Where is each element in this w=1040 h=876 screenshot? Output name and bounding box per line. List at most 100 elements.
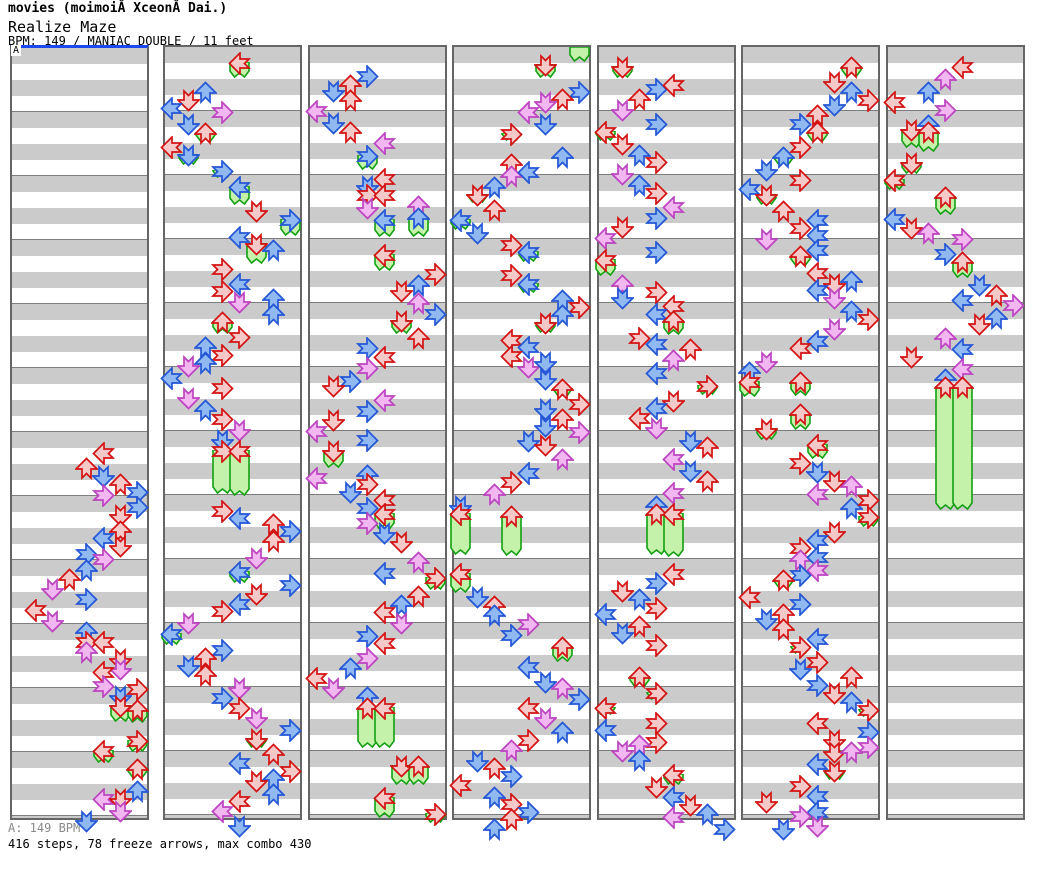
- arrow-blue-r-icon: [356, 65, 379, 88]
- arrow-pink-l-icon: [373, 132, 396, 155]
- arrow-pink-d-icon: [41, 610, 64, 633]
- arrow-pink-u-icon: [407, 292, 430, 315]
- arrow-red-r-icon: [645, 182, 668, 205]
- arrow-blue-l-icon: [806, 330, 829, 353]
- arrow-blue-u-icon: [551, 146, 574, 169]
- arrow-blue-u-icon: [628, 174, 651, 197]
- arrow-red-u-icon: [951, 251, 974, 274]
- arrow-blue-d-icon: [177, 144, 200, 167]
- arrow-pink-d-icon: [41, 578, 64, 601]
- arrow-red-r-icon: [628, 327, 651, 350]
- arrow-red-r-icon: [696, 375, 719, 398]
- arrow-pink-l-icon: [662, 196, 685, 219]
- arrow-pink-d-icon: [228, 419, 251, 442]
- arrow-red-d-icon: [322, 440, 345, 463]
- arrow-red-r-icon: [500, 471, 523, 494]
- arrow-red-l-icon: [305, 667, 328, 690]
- arrow-red-d-icon: [390, 280, 413, 303]
- arrow-blue-u-icon: [840, 81, 863, 104]
- arrow-red-r-icon: [424, 803, 447, 826]
- arrow-blue-l-icon: [738, 178, 761, 201]
- arrow-blue-d-icon: [373, 522, 396, 545]
- arrow-blue-u-icon: [262, 303, 285, 326]
- arrow-blue-l-icon: [951, 289, 974, 312]
- arrow-blue-r-icon: [339, 370, 362, 393]
- arrow-red-d-icon: [177, 89, 200, 112]
- arrow-pink-u-icon: [662, 349, 685, 372]
- arrow-blue-u-icon: [407, 274, 430, 297]
- arrow-red-u-icon: [551, 88, 574, 111]
- song-artist-title: movies (moimoiĂ XceonĂ Dai.): [8, 1, 228, 16]
- arrow-red-r-icon: [857, 506, 880, 529]
- arrow-blue-u-icon: [628, 749, 651, 772]
- arrow-red-d-icon: [109, 535, 132, 558]
- arrow-red-l-icon: [789, 337, 812, 360]
- arrow-blue-l-icon: [228, 273, 251, 296]
- arrow-blue-d-icon: [92, 465, 115, 488]
- arrow-red-r-icon: [211, 258, 234, 281]
- arrow-red-l-icon: [228, 790, 251, 813]
- arrow-red-u-icon: [58, 568, 81, 591]
- arrow-red-u-icon: [126, 699, 149, 722]
- arrow-blue-u-icon: [194, 399, 217, 422]
- arrow-red-l-icon: [951, 56, 974, 79]
- arrow-red-r-icon: [500, 264, 523, 287]
- arrow-blue-u-icon: [339, 657, 362, 680]
- arrow-pink-d-icon: [177, 612, 200, 635]
- arrow-blue-r-icon: [806, 674, 829, 697]
- arrow-blue-d-icon: [177, 655, 200, 678]
- arrow-red-u-icon: [628, 615, 651, 638]
- arrow-red-r-icon: [789, 217, 812, 240]
- arrow-red-d-icon: [245, 770, 268, 793]
- arrow-blue-r-icon: [424, 303, 447, 326]
- arrow-blue-r-icon: [568, 688, 591, 711]
- arrow-red-d-icon: [245, 728, 268, 751]
- arrow-pink-r-icon: [92, 675, 115, 698]
- arrow-blue-u-icon: [551, 304, 574, 327]
- arrow-blue-l-icon: [883, 208, 906, 231]
- arrow-red-u-icon: [772, 569, 795, 592]
- arrow-blue-u-icon: [840, 497, 863, 520]
- arrow-blue-d-icon: [534, 113, 557, 136]
- arrow-red-u-icon: [75, 457, 98, 480]
- arrow-blue-u-icon: [917, 81, 940, 104]
- arrow-red-l-icon: [806, 434, 829, 457]
- arrow-red-u-icon: [934, 186, 957, 209]
- arrow-red-l-icon: [373, 601, 396, 624]
- arrow-red-d-icon: [466, 184, 489, 207]
- arrow-red-l-icon: [373, 184, 396, 207]
- arrow-pink-d-icon: [245, 547, 268, 570]
- arrow-red-l-icon: [24, 599, 47, 622]
- arrow-pink-l-icon: [211, 800, 234, 823]
- arrow-red-u-icon: [339, 121, 362, 144]
- arrow-blue-u-icon: [126, 780, 149, 803]
- arrow-red-d-icon: [900, 217, 923, 240]
- arrow-blue-d-icon: [466, 222, 489, 245]
- arrow-red-u-icon: [262, 530, 285, 553]
- arrow-pink-r-icon: [92, 548, 115, 571]
- arrow-pink-r-icon: [517, 613, 540, 636]
- arrow-blue-d-icon: [322, 112, 345, 135]
- arrow-blue-d-icon: [75, 810, 98, 833]
- arrow-blue-r-icon: [645, 113, 668, 136]
- arrow-blue-d-icon: [534, 398, 557, 421]
- arrow-blue-d-icon: [466, 586, 489, 609]
- section-bpm-legend: A: 149 BPM: [8, 821, 81, 835]
- arrow-blue-r-icon: [789, 564, 812, 587]
- arrow-red-r-icon: [789, 136, 812, 159]
- arrow-red-d-icon: [534, 54, 557, 77]
- arrow-blue-l-icon: [228, 507, 251, 530]
- arrow-red-d-icon: [534, 434, 557, 457]
- arrow-blue-r-icon: [645, 207, 668, 230]
- arrow-red-l-icon: [228, 440, 251, 463]
- arrow-blue-l-icon: [228, 593, 251, 616]
- arrow-blue-l-icon: [806, 753, 829, 776]
- arrow-pink-d-icon: [109, 800, 132, 823]
- arrow-blue-u-icon: [840, 300, 863, 323]
- arrow-blue-d-icon: [823, 94, 846, 117]
- arrow-red-l-icon: [883, 91, 906, 114]
- arrow-pink-r-icon: [356, 357, 379, 380]
- bpm-difficulty-line: BPM: 149 / MANIAC DOUBLE / 11 feet: [8, 34, 254, 48]
- arrow-pink-d-icon: [611, 163, 634, 186]
